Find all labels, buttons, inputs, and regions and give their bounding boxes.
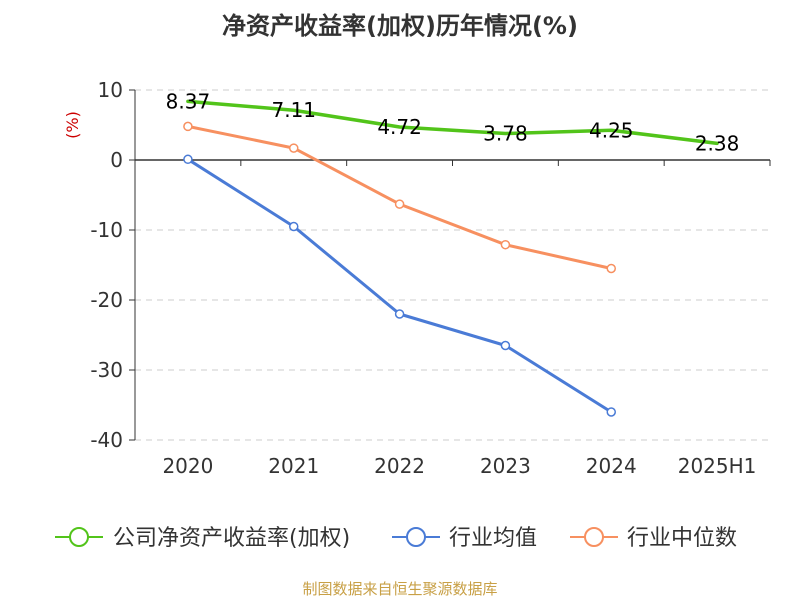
chart-title: 净资产收益率(加权)历年情况(%)	[222, 12, 578, 40]
x-tick-label: 2020	[162, 454, 213, 478]
data-point	[606, 407, 616, 417]
data-label: 4.25	[589, 118, 634, 142]
data-label: 2.38	[695, 131, 740, 155]
data-point	[183, 121, 193, 132]
x-tick-label: 2022	[374, 454, 425, 478]
y-tick-label: 10	[98, 78, 123, 102]
x-tick-label: 2025H1	[678, 454, 757, 478]
y-axis-label: (%)	[63, 111, 82, 139]
source-note: 制图数据来自恒生聚源数据库	[302, 580, 498, 598]
legend-swatch-marker	[406, 527, 426, 547]
data-point	[500, 239, 511, 250]
data-label: 4.72	[377, 115, 422, 139]
data-label: 8.37	[166, 89, 211, 113]
legend-swatch-marker	[584, 527, 604, 547]
y-tick-label: -40	[90, 428, 123, 452]
data-point	[394, 309, 405, 319]
legend-label: 公司净资产收益率(加权)	[113, 526, 350, 551]
data-point	[289, 221, 299, 232]
y-tick-label: -10	[90, 218, 123, 242]
series-line-1	[186, 157, 613, 414]
x-tick-label: 2023	[480, 454, 531, 478]
x-tick-label: 2024	[586, 454, 637, 478]
data-point	[183, 154, 193, 165]
data-label: 7.11	[271, 98, 316, 122]
legend-label: 行业均值	[449, 526, 537, 551]
x-tick-label: 2021	[268, 454, 319, 478]
data-point	[394, 199, 405, 209]
data-label: 3.78	[483, 122, 528, 146]
y-tick-label: -20	[90, 288, 123, 312]
y-tick-label: 0	[110, 148, 123, 172]
series-line-2	[186, 124, 613, 270]
data-point	[289, 143, 299, 153]
legend-label: 行业中位数	[627, 526, 737, 551]
series-line-0	[186, 99, 719, 146]
data-point	[606, 263, 616, 274]
y-tick-label: -30	[90, 358, 123, 382]
data-point	[500, 340, 511, 351]
legend-swatch-marker	[69, 527, 89, 547]
